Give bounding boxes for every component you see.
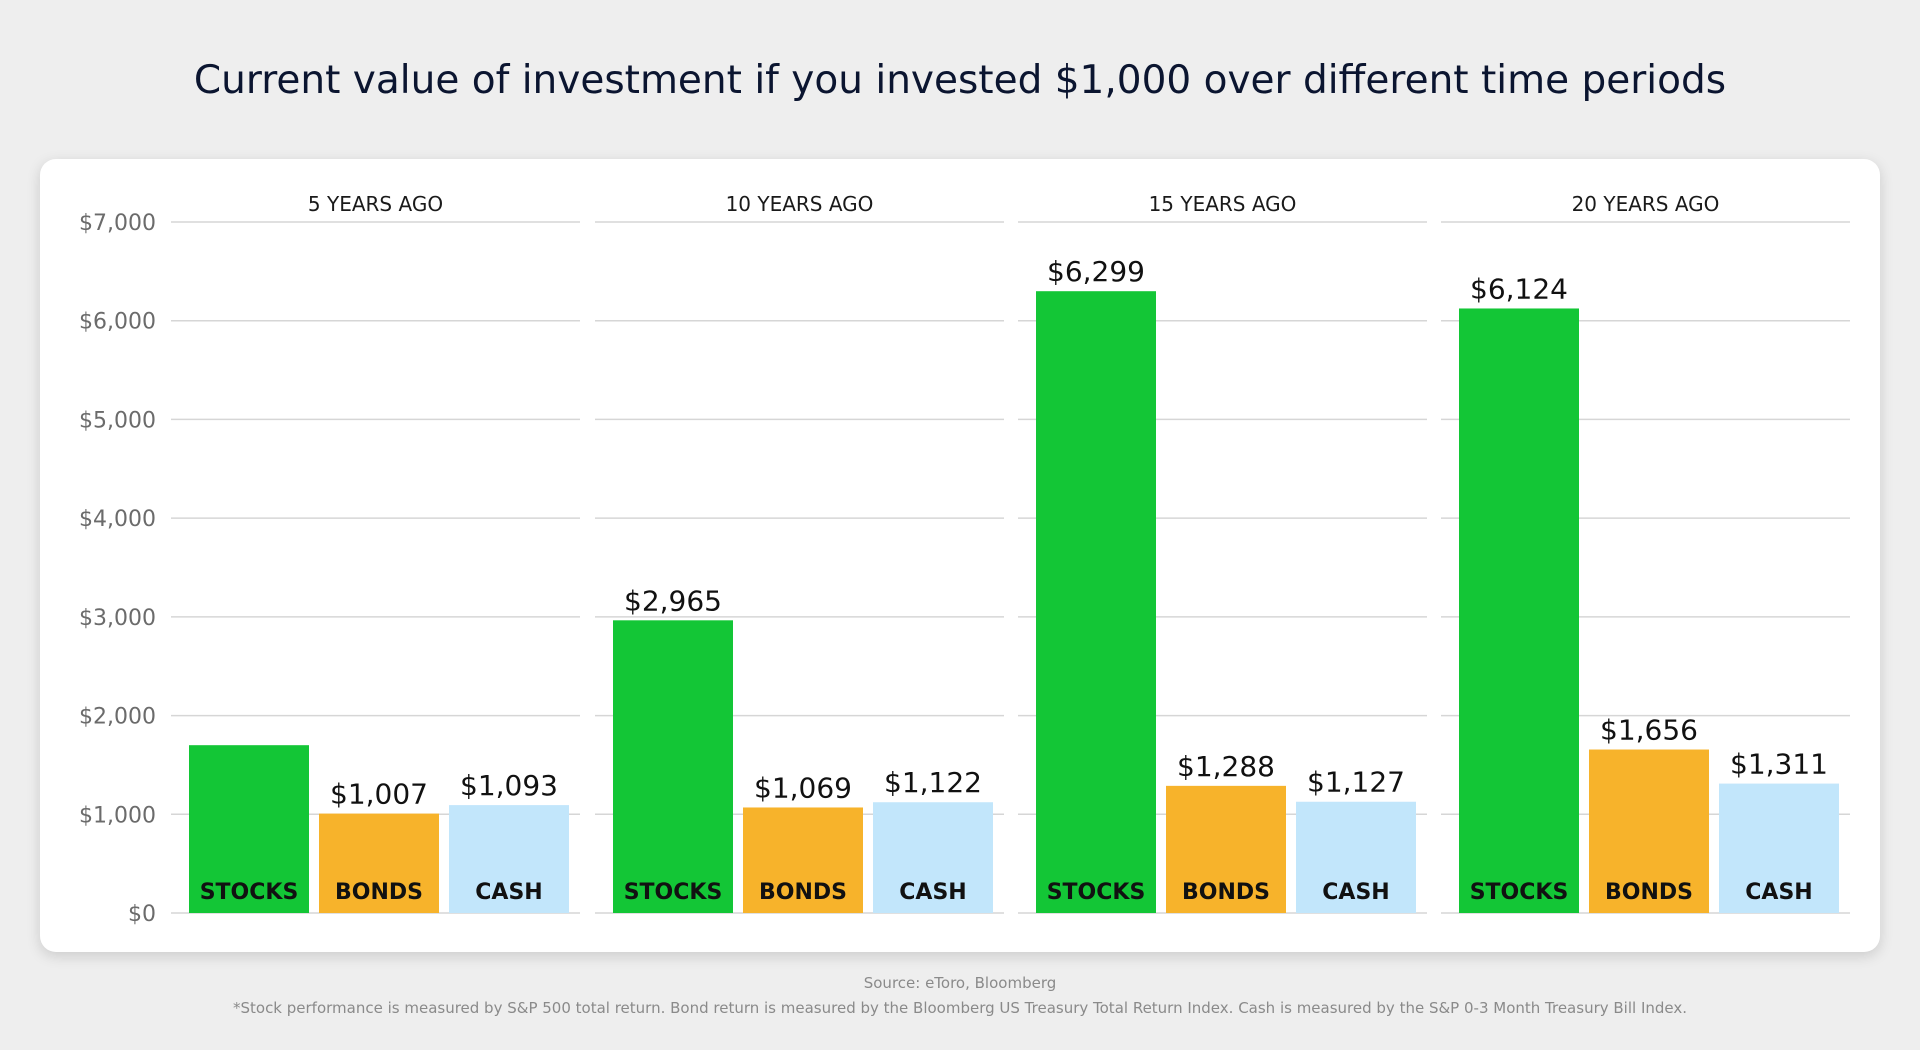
bar-value-label: $1,093 bbox=[460, 769, 558, 802]
panel-label: 15 YEARS AGO bbox=[1149, 192, 1297, 216]
bar-category-label: STOCKS bbox=[624, 880, 723, 905]
y-tick-label: $7,000 bbox=[79, 211, 156, 236]
y-tick-label: $4,000 bbox=[79, 507, 156, 532]
panel-label: 5 YEARS AGO bbox=[308, 192, 443, 216]
bar-category-label: CASH bbox=[1745, 880, 1812, 905]
bar-cash bbox=[1296, 801, 1416, 913]
y-tick-label: $1,000 bbox=[79, 803, 156, 828]
y-tick-label: $3,000 bbox=[79, 606, 156, 631]
bar-bonds bbox=[1166, 785, 1286, 913]
y-tick-label: $0 bbox=[128, 902, 156, 927]
panel-label: 20 YEARS AGO bbox=[1572, 192, 1720, 216]
bar-bonds bbox=[319, 813, 439, 913]
chart-title: Current value of investment if you inves… bbox=[193, 58, 1727, 103]
bar-category-label: STOCKS bbox=[200, 880, 299, 905]
bar-value-label: $1,127 bbox=[1307, 766, 1405, 799]
bar-bonds bbox=[1589, 749, 1709, 913]
bar-stocks bbox=[1036, 291, 1156, 913]
bar-stocks bbox=[189, 745, 309, 913]
bar-category-label: CASH bbox=[899, 880, 966, 905]
bar-value-label: $2,965 bbox=[624, 584, 722, 617]
bar-value-label: $1,007 bbox=[330, 778, 428, 811]
y-tick-label: $2,000 bbox=[79, 705, 156, 730]
bar-value-label: $1,311 bbox=[1730, 748, 1828, 781]
bar-category-label: BONDS bbox=[335, 880, 423, 905]
bar-value-label: $6,124 bbox=[1470, 272, 1568, 305]
chart-card: $0 $1,000 $2,000 $3,000 $4,000 $5,000 $6,000 $7… bbox=[40, 159, 1880, 952]
bar-category-label: CASH bbox=[475, 880, 542, 905]
bar-stocks bbox=[1459, 308, 1579, 913]
source-note: Source: eToro, Bloomberg bbox=[863, 974, 1057, 992]
bar-category-label: STOCKS bbox=[1470, 880, 1569, 905]
bar-value-label: $1,656 bbox=[1600, 714, 1698, 747]
bar-value-label: $1,288 bbox=[1177, 750, 1275, 783]
bar-category-label: CASH bbox=[1322, 880, 1389, 905]
y-tick-label: $6,000 bbox=[79, 310, 156, 335]
bar-value-label: $6,299 bbox=[1047, 255, 1145, 288]
bar-category-label: BONDS bbox=[759, 880, 847, 905]
bar-category-label: STOCKS bbox=[1047, 880, 1146, 905]
bar-bonds bbox=[743, 807, 863, 913]
y-tick-label: $5,000 bbox=[79, 408, 156, 433]
bar-value-label: $1,069 bbox=[754, 771, 852, 804]
bar-chart: $0 $1,000 $2,000 $3,000 $4,000 $5,000 $6,000 $7… bbox=[79, 192, 1850, 927]
panel-label: 10 YEARS AGO bbox=[726, 192, 874, 216]
bar-value-label: $1,122 bbox=[884, 766, 982, 799]
bar-category-label: BONDS bbox=[1605, 880, 1693, 905]
bar-cash bbox=[1719, 783, 1839, 913]
bar-cash bbox=[449, 805, 569, 913]
bar-cash bbox=[873, 802, 993, 913]
footnote: *Stock performance is measured by S&P 50… bbox=[232, 999, 1688, 1017]
bar-stocks bbox=[613, 620, 733, 913]
bar-category-label: BONDS bbox=[1182, 880, 1270, 905]
